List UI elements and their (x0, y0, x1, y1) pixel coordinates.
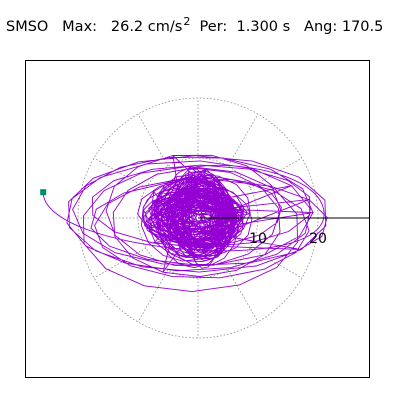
tick-label-10: 10 (249, 231, 267, 247)
period-label: Per: (199, 19, 228, 35)
angle-label: Ang: (304, 19, 338, 35)
grid-spoke-60 (227, 113, 259, 167)
max-amplitude-marker (40, 189, 47, 196)
max-value: 26.2 (110, 19, 144, 35)
radial-tick-labels: 10 20 (249, 231, 327, 247)
plot-frame (25, 60, 370, 378)
grid-spoke-300 (227, 269, 259, 323)
grid-spoke-150 (93, 157, 147, 189)
max-unit-exponent: 2 (183, 15, 191, 28)
grid-spoke-330 (249, 247, 303, 279)
motion-trace (42, 154, 328, 293)
grid-spoke-30 (249, 157, 303, 189)
max-label: Max: (62, 19, 98, 35)
station-code: SMSO (6, 19, 49, 35)
grid-spoke-210 (93, 247, 147, 279)
period-value: 1.300 s (236, 19, 291, 35)
plot-header: SMSO Max: 26.2 cm/s2 Per: 1.300 s Ang: 1… (6, 16, 384, 35)
tick-label-20: 20 (309, 231, 327, 247)
max-unit: cm/s (147, 19, 183, 35)
angle-value: 170.5 (341, 19, 384, 35)
grid-spoke-120 (137, 113, 169, 167)
grid-spoke-240 (137, 269, 169, 323)
